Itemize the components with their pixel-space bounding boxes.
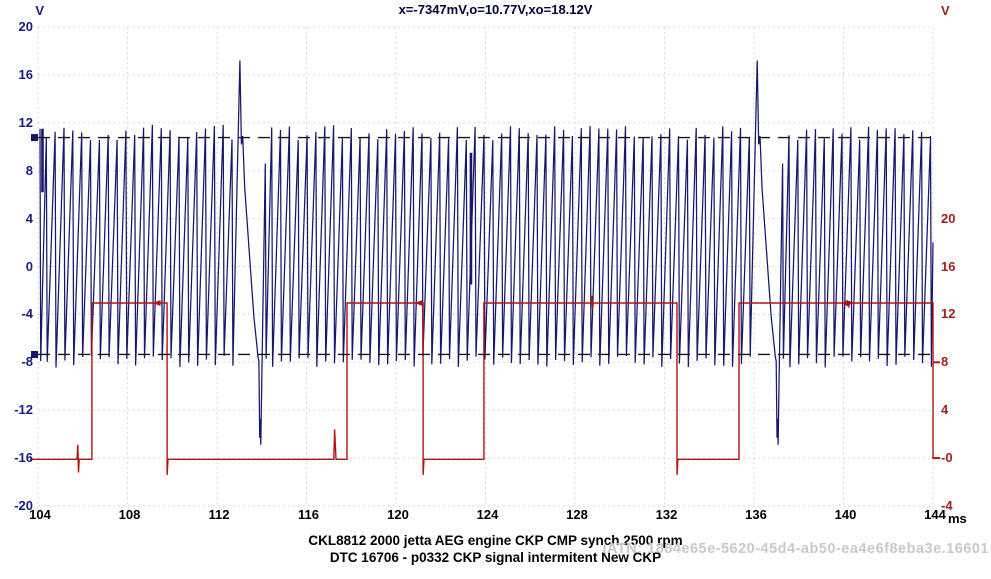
- bottom-tick-112: 112: [208, 507, 230, 522]
- cmp-marker-arrow-1: [414, 300, 423, 307]
- bottom-tick-124: 124: [476, 507, 499, 522]
- caption-line-1: CKL8812 2000 jetta AEG engine CKP CMP sy…: [308, 533, 683, 548]
- right-tick-16: 16: [941, 258, 956, 274]
- right-tick-12: 12: [941, 306, 956, 322]
- ckp-trace: [39, 60, 934, 445]
- right-tick-20: 20: [941, 210, 956, 226]
- bottom-tick-132: 132: [655, 507, 678, 522]
- cursor-marker-o: [31, 134, 38, 142]
- left-tick--4: -4: [21, 306, 33, 322]
- left-tick--8: -8: [21, 354, 33, 370]
- bottom-tick-144: 144: [924, 507, 946, 522]
- bottom-tick-140: 140: [834, 507, 857, 522]
- left-tick-20: 20: [18, 19, 33, 34]
- right-tick--0: -0: [941, 450, 953, 466]
- right-tick-8: 8: [941, 354, 949, 370]
- left-tick-8: 8: [25, 162, 33, 178]
- bottom-tick-116: 116: [298, 507, 319, 522]
- right-edge-tick--16: [933, 457, 940, 460]
- cmp-marker-arrow-0: [152, 300, 161, 307]
- bottom-tick-120: 120: [387, 507, 409, 522]
- cmp-marker-blob-2: [842, 300, 853, 307]
- left-tick-4: 4: [25, 210, 33, 226]
- left-axis-unit-label: V: [35, 3, 44, 18]
- right-tick--4: -4: [941, 498, 953, 513]
- left-tick--20: -20: [14, 498, 33, 513]
- left-tick--16: -16: [14, 450, 33, 466]
- right-axis-unit-label: V: [941, 3, 950, 18]
- bottom-tick-104: 104: [29, 507, 51, 522]
- left-tick--12: -12: [14, 402, 33, 418]
- right-edge-tick--8: [933, 361, 940, 364]
- cursor-marker-x: [31, 350, 38, 358]
- bottom-tick-128: 128: [566, 507, 588, 522]
- caption-line-2: DTC 16706 - p0332 CKP signal intermitent…: [329, 550, 662, 565]
- bottom-axis-unit-label: ms: [948, 511, 967, 526]
- right-tick-4: 4: [941, 402, 949, 418]
- cursor-readout: x=-7347mV,o=10.77V,xo=18.12V: [398, 2, 593, 17]
- watermark-text: iATN: 1884e65e-5620-45d4-ab50-ea4e6f8eba…: [602, 541, 989, 557]
- bottom-tick-108: 108: [118, 507, 141, 522]
- left-tick-16: 16: [18, 66, 33, 82]
- left-tick-0: 0: [25, 258, 33, 274]
- bottom-tick-136: 136: [745, 507, 767, 522]
- left-tick-12: 12: [18, 114, 33, 130]
- cmp-trace: [30, 295, 934, 475]
